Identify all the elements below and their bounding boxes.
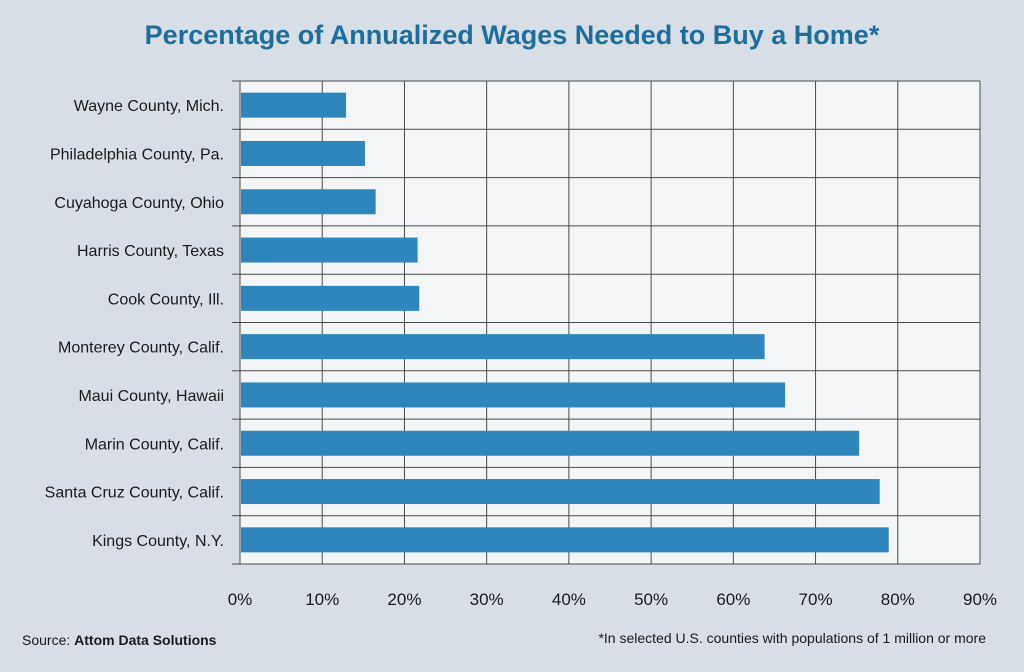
bar xyxy=(241,237,418,263)
category-label: Harris County, Texas xyxy=(77,243,224,260)
category-label: Kings County, N.Y. xyxy=(92,533,224,550)
bar xyxy=(241,527,889,553)
category-label: Maui County, Hawaii xyxy=(78,388,224,405)
x-tick-label: 20% xyxy=(387,590,421,609)
source-note: Source: Attom Data Solutions xyxy=(22,632,216,648)
bar xyxy=(241,140,365,166)
bar xyxy=(241,92,347,118)
x-tick-label: 90% xyxy=(963,590,997,609)
source-name: Attom Data Solutions xyxy=(74,632,217,648)
x-tick-label: 60% xyxy=(716,590,750,609)
x-tick-label: 50% xyxy=(634,590,668,609)
category-label: Cuyahoga County, Ohio xyxy=(54,195,224,212)
bar xyxy=(241,479,880,505)
chart-title: Percentage of Annualized Wages Needed to… xyxy=(144,20,880,50)
category-label: Cook County, Ill. xyxy=(108,291,224,308)
bar xyxy=(241,334,765,360)
bar xyxy=(241,189,376,215)
source-label: Source: xyxy=(22,632,71,648)
footnote: *In selected U.S. counties with populati… xyxy=(598,630,986,646)
x-tick-label: 30% xyxy=(470,590,504,609)
category-label: Philadelphia County, Pa. xyxy=(50,146,224,163)
x-tick-label: 40% xyxy=(552,590,586,609)
category-label: Monterey County, Calif. xyxy=(58,340,224,357)
x-tick-label: 80% xyxy=(881,590,915,609)
category-label: Marin County, Calif. xyxy=(85,436,224,453)
category-label: Wayne County, Mich. xyxy=(74,98,224,115)
bar xyxy=(241,382,786,408)
bar xyxy=(241,430,860,456)
x-tick-label: 0% xyxy=(228,590,253,609)
bar xyxy=(241,285,420,311)
x-tick-label: 70% xyxy=(799,590,833,609)
category-label: Santa Cruz County, Calif. xyxy=(45,485,224,502)
x-tick-label: 10% xyxy=(305,590,339,609)
